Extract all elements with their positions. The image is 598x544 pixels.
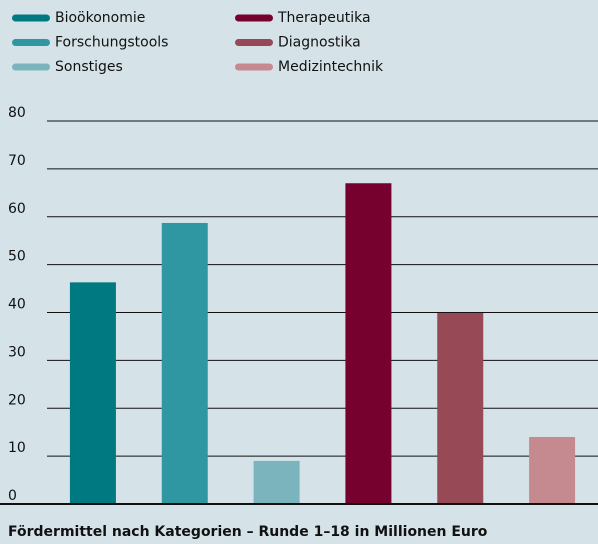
y-tick-label: 20	[8, 392, 26, 408]
legend-label: Bioökonomie	[55, 10, 145, 26]
y-tick-label: 30	[8, 344, 26, 360]
y-tick-label: 40	[8, 297, 26, 313]
legend-label: Medizintechnik	[278, 59, 384, 75]
legend-swatch	[235, 39, 273, 46]
legend-swatch	[235, 63, 273, 71]
bar	[529, 436, 576, 504]
y-tick-label: 80	[8, 105, 26, 121]
bar	[345, 183, 392, 505]
bar	[253, 460, 300, 504]
y-tick-label: 70	[8, 153, 26, 169]
y-tick-label: 60	[8, 201, 26, 217]
legend-swatch	[12, 14, 50, 22]
bar	[437, 312, 484, 504]
legend-label: Diagnostika	[278, 35, 361, 51]
y-tick-label: 0	[8, 488, 17, 504]
legend-label: Sonstiges	[55, 59, 123, 75]
legend-swatch	[12, 39, 50, 46]
y-tick-label: 10	[8, 440, 26, 456]
legend-label: Forschungstools	[55, 35, 168, 51]
legend-swatch	[12, 63, 50, 71]
bar	[69, 282, 116, 504]
y-tick-label: 50	[8, 249, 26, 265]
legend-label: Therapeutika	[277, 10, 371, 26]
bar	[161, 222, 208, 504]
legend-swatch	[235, 14, 273, 22]
chart-title: Fördermittel nach Kategorien – Runde 1–1…	[8, 524, 488, 540]
